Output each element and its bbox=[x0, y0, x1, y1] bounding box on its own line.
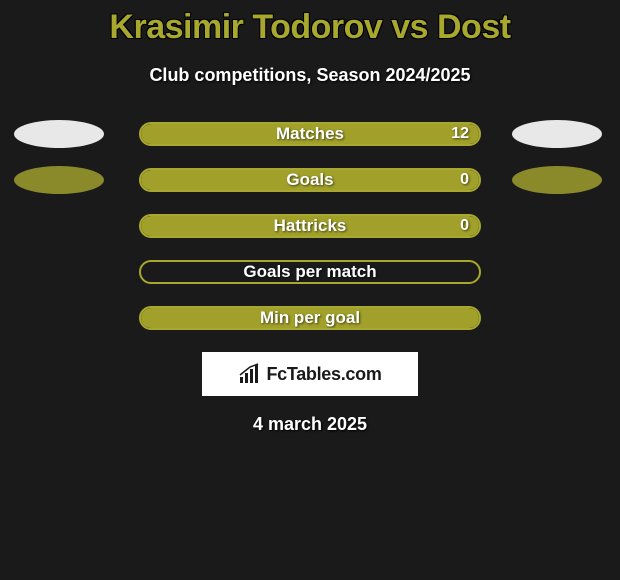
stat-bar: Matches 12 bbox=[139, 122, 481, 146]
fctables-logo: FcTables.com bbox=[202, 352, 418, 396]
comparison-rows: Matches 12 Goals 0 Hattricks 0 Goals per match… bbox=[0, 122, 620, 330]
bar-right-value: 0 bbox=[460, 217, 469, 235]
stat-bar: Min per goal bbox=[139, 306, 481, 330]
bar-right-value: 12 bbox=[451, 125, 469, 143]
infographic-container: Krasimir Todorov vs Dost Club competitio… bbox=[0, 0, 620, 580]
stat-bar: Goals 0 bbox=[139, 168, 481, 192]
bar-label: Hattricks bbox=[274, 216, 347, 236]
stat-bar: Goals per match bbox=[139, 260, 481, 284]
stat-bar: Hattricks 0 bbox=[139, 214, 481, 238]
logo-text: FcTables.com bbox=[266, 364, 381, 385]
comparison-row: Matches 12 bbox=[0, 122, 620, 146]
comparison-row: Goals 0 bbox=[0, 168, 620, 192]
bar-right-value: 0 bbox=[460, 171, 469, 189]
date-label: 4 march 2025 bbox=[0, 414, 620, 435]
comparison-row: Hattricks 0 bbox=[0, 214, 620, 238]
right-stat-oval bbox=[512, 166, 602, 194]
right-stat-oval bbox=[512, 120, 602, 148]
bar-label: Goals bbox=[286, 170, 333, 190]
bar-label: Goals per match bbox=[243, 262, 376, 282]
page-title: Krasimir Todorov vs Dost bbox=[0, 8, 620, 47]
comparison-row: Goals per match bbox=[0, 260, 620, 284]
left-stat-oval bbox=[14, 120, 104, 148]
left-stat-oval bbox=[14, 166, 104, 194]
bar-label: Matches bbox=[276, 124, 344, 144]
chart-icon bbox=[238, 363, 262, 385]
comparison-row: Min per goal bbox=[0, 306, 620, 330]
subtitle: Club competitions, Season 2024/2025 bbox=[0, 65, 620, 86]
bar-label: Min per goal bbox=[260, 308, 360, 328]
